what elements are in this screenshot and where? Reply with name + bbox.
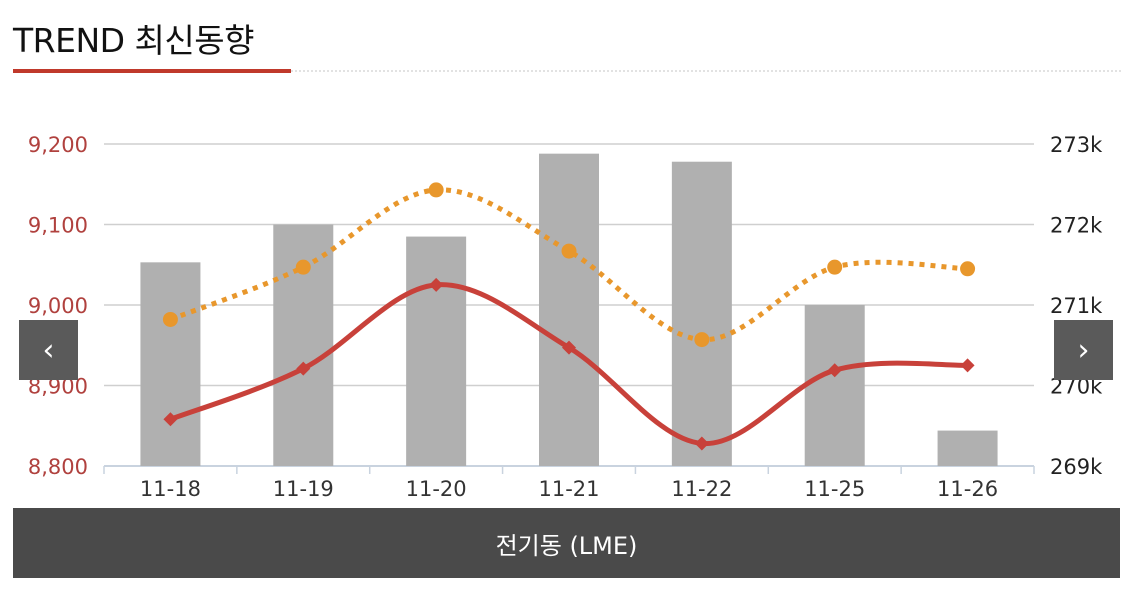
bar-11-25 (804, 305, 865, 466)
dotted-point-11-26 (960, 261, 976, 277)
left-axis-tick-label: 9,100 (28, 214, 88, 238)
x-axis-tick-label: 11-22 (671, 477, 732, 501)
right-axis-tick-label: 271k (1050, 294, 1103, 318)
bar-11-26 (937, 430, 998, 466)
dotted-point-11-22 (694, 332, 710, 348)
bar-11-18 (140, 262, 201, 466)
right-axis-tick-label: 273k (1050, 133, 1103, 157)
chevron-left-icon[interactable]: ‹ (19, 320, 78, 380)
title-divider (291, 70, 1121, 72)
left-axis-tick-label: 8,800 (28, 455, 88, 479)
x-axis-tick-label: 11-18 (140, 477, 201, 501)
bar-11-22 (671, 161, 732, 466)
left-axis-tick-label: 9,200 (28, 133, 88, 157)
dotted-point-11-19 (295, 259, 311, 275)
solid-point-11-19 (296, 361, 311, 376)
footer-label: 전기동 (LME) (13, 508, 1120, 578)
x-axis-tick-label: 11-19 (273, 477, 334, 501)
solid-point-11-20 (429, 277, 444, 292)
x-axis-tick-label: 11-20 (406, 477, 467, 501)
title-underline (13, 69, 291, 73)
right-axis-tick-label: 272k (1050, 214, 1103, 238)
solid-point-11-26 (960, 358, 975, 373)
x-axis-tick-label: 11-21 (538, 477, 599, 501)
dotted-point-11-20 (428, 182, 444, 198)
bar-11-20 (406, 236, 467, 466)
right-axis-tick-label: 269k (1050, 455, 1103, 479)
x-axis-tick-label: 11-25 (804, 477, 865, 501)
dotted-point-11-18 (162, 311, 178, 327)
solid-point-11-21 (562, 340, 576, 355)
solid-point-11-18 (163, 412, 178, 427)
bar-11-21 (539, 153, 599, 466)
solid-point-11-22 (694, 436, 709, 451)
dotted-point-11-21 (561, 243, 577, 259)
page-title: TREND 최신동향 (13, 21, 254, 60)
dotted-point-11-25 (827, 259, 843, 275)
chevron-right-icon[interactable]: › (1054, 320, 1113, 380)
x-axis-tick-label: 11-26 (937, 477, 998, 501)
solid-point-11-25 (827, 363, 842, 378)
left-axis-tick-label: 9,000 (28, 294, 88, 318)
